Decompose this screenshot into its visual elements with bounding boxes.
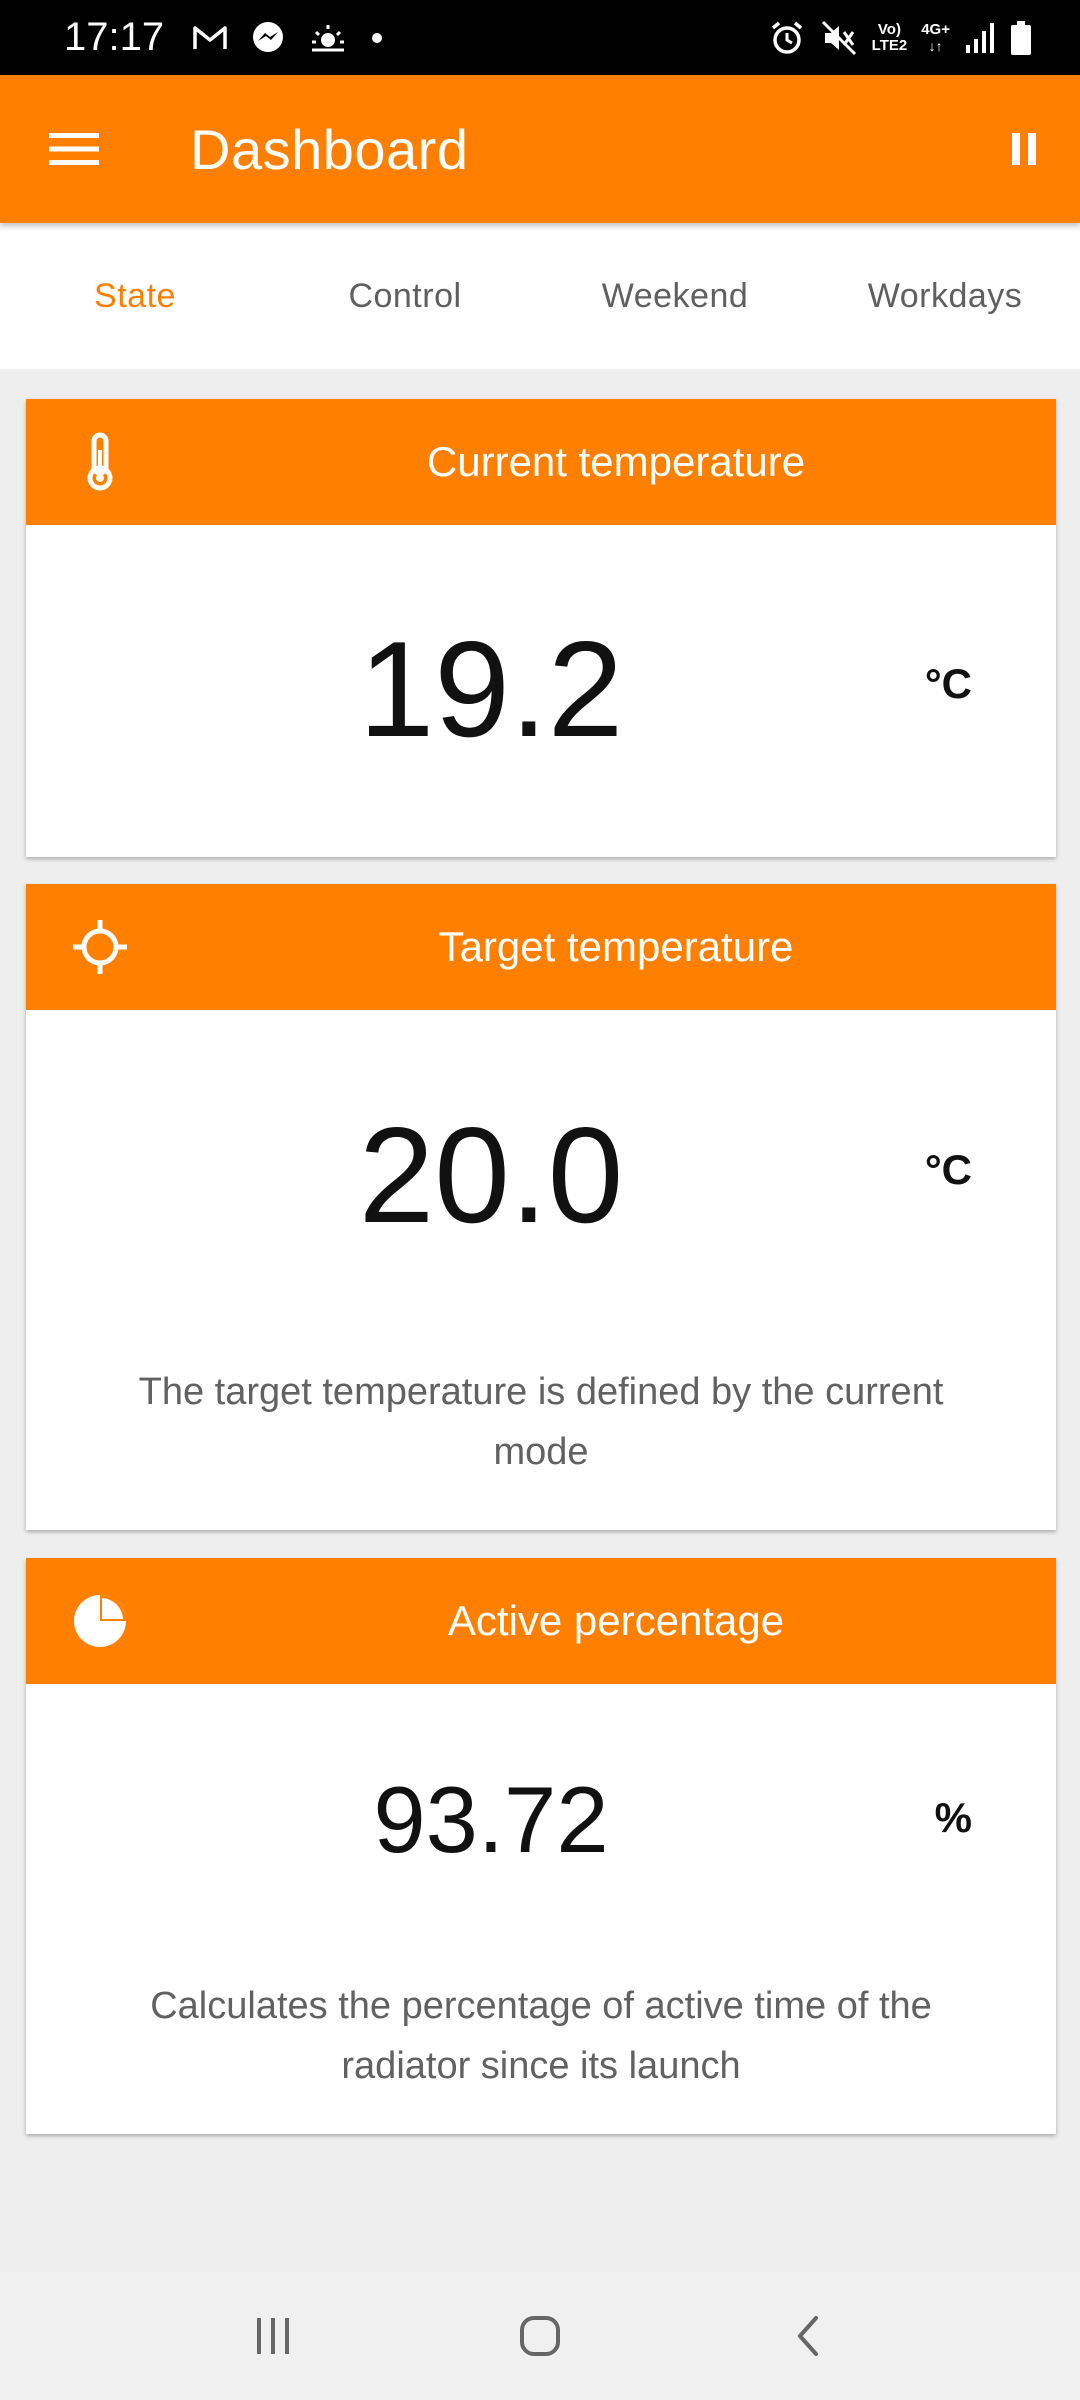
tab-state[interactable]: State xyxy=(94,276,176,315)
pause-button[interactable] xyxy=(994,119,1054,179)
app-bar: Dashboard xyxy=(0,75,1080,223)
home-icon xyxy=(519,2316,560,2356)
back-icon xyxy=(797,2316,818,2356)
tab-weekend[interactable]: Weekend xyxy=(601,276,749,315)
back-button[interactable] xyxy=(762,2291,852,2381)
status-bar: 17:17 Vo) LTE2 4G+ ↓↑ xyxy=(0,0,1080,75)
card-body: 20.0 °C The target temperature is define… xyxy=(26,1010,1056,1530)
current-temperature-card: Current temperature 19.2 °C xyxy=(26,399,1056,857)
menu-icon xyxy=(49,133,99,165)
status-time: 17:17 xyxy=(64,15,165,59)
card-body: 19.2 °C xyxy=(26,525,1056,857)
menu-button[interactable] xyxy=(44,119,104,179)
signal-icon xyxy=(964,21,996,55)
target-temperature-unit: °C xyxy=(924,1146,972,1193)
network-type-label: 4G+ xyxy=(921,20,950,38)
pie-chart-icon xyxy=(70,1591,130,1651)
current-temperature-unit: °C xyxy=(924,660,972,707)
weather-icon xyxy=(308,22,348,54)
card-body: 93.72 % Calculates the percentage of act… xyxy=(26,1684,1056,2134)
dot-icon xyxy=(370,31,384,45)
gmail-icon xyxy=(192,24,228,52)
current-temperature-value: 19.2 xyxy=(358,613,624,765)
active-percentage-value: 93.72 xyxy=(373,1767,609,1872)
target-temperature-value: 20.0 xyxy=(358,1099,624,1251)
volte-label: Vo) xyxy=(877,20,901,38)
mute-icon xyxy=(820,19,858,57)
active-percentage-unit: % xyxy=(934,1794,972,1841)
status-left: 17:17 xyxy=(64,15,384,60)
tab-bar: State Control Weekend Workdays xyxy=(0,223,1080,369)
tab-control[interactable]: Control xyxy=(348,276,462,315)
network-type-indicator: 4G+ ↓↑ xyxy=(921,20,950,54)
active-percentage-description: Calculates the percentage of active time… xyxy=(150,1985,932,2087)
page-title: Dashboard xyxy=(190,117,469,181)
home-button[interactable] xyxy=(495,2291,585,2381)
target-temperature-card: Target temperature 20.0 °C The target te… xyxy=(26,884,1056,1530)
recent-apps-button[interactable] xyxy=(228,2291,318,2381)
active-percentage-card: Active percentage 93.72 % Calculates the… xyxy=(26,1558,1056,2134)
crosshair-icon xyxy=(70,917,130,977)
card-header: Active percentage xyxy=(26,1558,1056,1684)
card-title: Active percentage xyxy=(447,1597,785,1644)
recent-apps-icon xyxy=(257,2318,290,2354)
messenger-icon xyxy=(250,20,286,56)
card-header: Current temperature xyxy=(26,399,1056,525)
volte-indicator: Vo) LTE2 xyxy=(871,20,908,54)
alarm-icon xyxy=(768,19,806,57)
card-title: Target temperature xyxy=(438,923,794,970)
status-right: Vo) LTE2 4G+ ↓↑ xyxy=(768,19,1032,57)
card-header: Target temperature xyxy=(26,884,1056,1010)
target-temperature-description: The target temperature is defined by the… xyxy=(138,1371,944,1473)
lte-label: LTE2 xyxy=(871,36,908,54)
pause-icon xyxy=(1012,133,1036,165)
card-title: Current temperature xyxy=(426,438,806,485)
system-navigation-bar xyxy=(0,2272,1080,2400)
battery-icon xyxy=(1010,20,1032,56)
tab-workdays[interactable]: Workdays xyxy=(867,276,1023,315)
thermometer-icon xyxy=(70,432,130,492)
